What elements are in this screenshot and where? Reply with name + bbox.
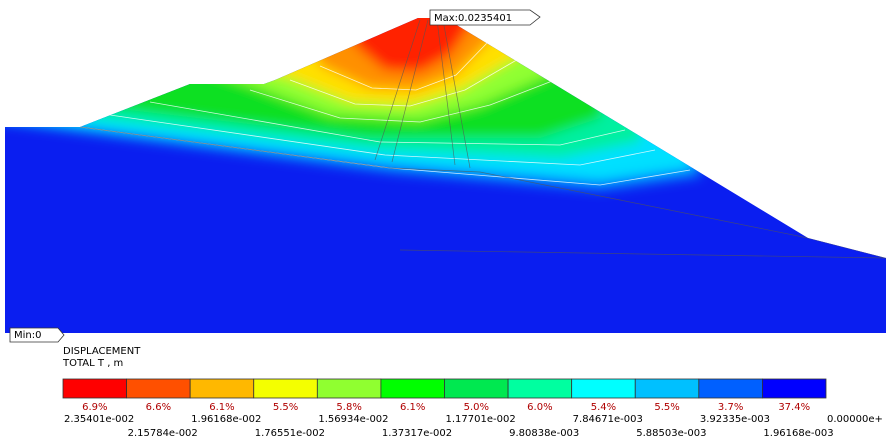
legend-subtitle: TOTAL T , m bbox=[62, 358, 123, 369]
legend-value: 1.96168e-003 bbox=[763, 428, 833, 439]
legend-swatch bbox=[316, 378, 382, 399]
legend-percent: 5.8% bbox=[336, 402, 361, 413]
legend-percent: 3.7% bbox=[718, 402, 743, 413]
legend-value: 2.15784e-002 bbox=[128, 428, 198, 439]
legend-swatch bbox=[571, 378, 636, 399]
legend-percent: 6.1% bbox=[400, 402, 425, 413]
min-marker: Min:0 bbox=[9, 327, 65, 343]
legend-value: 9.80838e-003 bbox=[509, 428, 579, 439]
legend-percent: 6.6% bbox=[146, 402, 171, 413]
legend-swatch bbox=[507, 378, 573, 399]
legend-value: 1.76551e-002 bbox=[255, 428, 325, 439]
legend-swatch bbox=[698, 378, 763, 399]
legend-value: 1.17701e-002 bbox=[446, 414, 516, 425]
legend-title: DISPLACEMENT bbox=[63, 346, 141, 357]
legend-percent: 6.9% bbox=[82, 402, 107, 413]
legend-swatch bbox=[634, 378, 700, 399]
legend-swatch bbox=[380, 378, 445, 399]
legend-swatch bbox=[189, 378, 255, 399]
max-label: Max:0.0235401 bbox=[434, 13, 512, 24]
legend-swatch bbox=[444, 378, 509, 399]
legend-percent: 37.4% bbox=[778, 402, 810, 413]
legend-percent: 5.4% bbox=[591, 402, 616, 413]
legend-value: 1.96168e-002 bbox=[191, 414, 261, 425]
legend-swatch bbox=[762, 378, 827, 399]
legend-value: 3.92335e-003 bbox=[700, 414, 770, 425]
legend-value: 1.37317e-002 bbox=[382, 428, 452, 439]
legend-swatch bbox=[126, 378, 191, 399]
legend-percent: 6.0% bbox=[527, 402, 552, 413]
contour-fill bbox=[5, 18, 886, 333]
legend: 6.9% 6.6% 6.1% 5.5% 5.8% 6.1% 5.0% 6.0% 5.4% 5.5%… bbox=[62, 378, 883, 439]
legend-swatch bbox=[253, 378, 318, 399]
min-label: Min:0 bbox=[14, 330, 41, 341]
legend-swatch bbox=[62, 378, 127, 399]
legend-value: 1.56934e-002 bbox=[318, 414, 388, 425]
legend-value: 7.84671e-003 bbox=[573, 414, 643, 425]
legend-value: 2.35401e-002 bbox=[64, 414, 134, 425]
legend-percent: 6.1% bbox=[209, 402, 234, 413]
legend-value: 5.88503e-003 bbox=[636, 428, 706, 439]
legend-value: 0.00000e+ bbox=[827, 414, 883, 425]
legend-percent: 5.0% bbox=[464, 402, 489, 413]
max-marker: Max:0.0235401 bbox=[429, 9, 541, 26]
legend-percent: 5.5% bbox=[273, 402, 298, 413]
legend-percent: 5.5% bbox=[654, 402, 679, 413]
